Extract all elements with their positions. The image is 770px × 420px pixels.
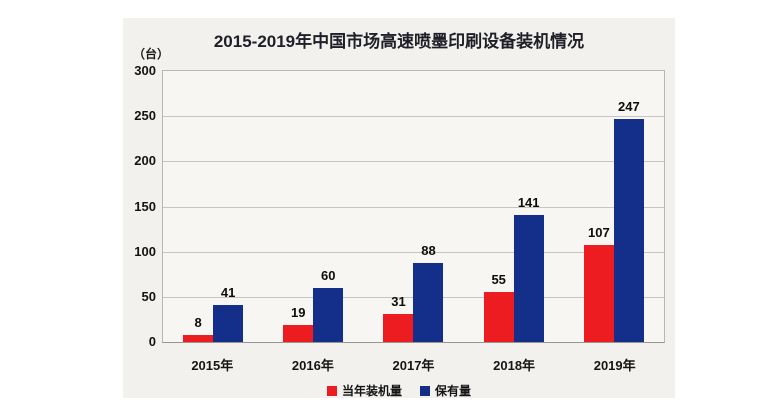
legend-swatch-installed xyxy=(326,385,337,396)
x-category-label-2017年: 2017年 xyxy=(392,358,435,373)
x-category-label-2016年: 2016年 xyxy=(291,358,334,373)
bar-value-label-installed-2019年: 107 xyxy=(588,225,610,241)
bar-installed-2019年 xyxy=(583,245,614,342)
x-category-label-2015年: 2015年 xyxy=(191,358,234,373)
chart-panel: 2015-2019年中国市场高速喷墨印刷设备装机情况 （台） 0 50 100 150… xyxy=(123,18,675,398)
bar-owned-2018年 xyxy=(513,214,544,342)
y-tick-250: 250 xyxy=(134,108,156,124)
y-tick-100: 100 xyxy=(134,243,156,259)
y-tick-50: 50 xyxy=(141,288,156,304)
bar-installed-2015年 xyxy=(183,334,214,342)
bar-value-label-installed-2016年: 19 xyxy=(291,304,306,320)
y-tick-200: 200 xyxy=(134,153,156,169)
legend-label-owned: 保有量 xyxy=(435,384,472,398)
gridline-250 xyxy=(163,116,664,118)
y-tick-300: 300 xyxy=(134,63,156,78)
bar-pair: 55 141 xyxy=(483,71,544,342)
y-axis-unit-label: （台） xyxy=(133,47,170,61)
bar-group-2017年: 31 88 xyxy=(363,71,463,342)
bar-value-label-installed-2015年: 8 xyxy=(194,314,202,330)
bar-value-label-owned-2018年: 141 xyxy=(517,194,540,210)
bar-owned-2016年 xyxy=(313,287,344,342)
x-axis-labels: 2015年 2016年 2017年 2018年 2019年 xyxy=(162,355,665,373)
bar-pair: 107 247 xyxy=(583,71,644,342)
y-tick-0: 0 xyxy=(148,334,156,349)
bar-value-label-installed-2017年: 31 xyxy=(391,294,406,309)
bar-value-label-owned-2017年: 88 xyxy=(421,242,436,258)
bar-installed-2016年 xyxy=(283,324,314,342)
legend-label-installed: 当年装机量 xyxy=(341,384,402,398)
y-tick-150: 150 xyxy=(134,198,156,214)
bar-pair: 19 60 xyxy=(283,71,344,342)
bar-owned-2015年 xyxy=(213,304,244,342)
bar-owned-2017年 xyxy=(413,262,444,342)
x-category-label-2018年: 2018年 xyxy=(493,358,536,373)
bar-pair: 8 41 xyxy=(183,71,244,342)
bar-group-2016年: 19 60 xyxy=(263,71,363,342)
bar-value-label-owned-2019年: 247 xyxy=(618,98,640,114)
legend-item-owned: 保有量 xyxy=(420,382,471,399)
chart-title: 2015-2019年中国市场高速喷墨印刷设备装机情况 xyxy=(213,32,585,51)
bar-group-2019年: 107 247 xyxy=(564,71,664,342)
bar-group-2015年: 8 41 xyxy=(163,71,263,342)
bar-pair: 31 88 xyxy=(383,71,444,342)
bar-value-label-owned-2016年: 60 xyxy=(321,267,336,283)
legend: 当年装机量 保有量 xyxy=(123,382,675,399)
bar-value-label-owned-2015年: 41 xyxy=(220,284,236,300)
bar-installed-2017年 xyxy=(383,314,414,342)
gridline-200 xyxy=(163,161,664,163)
bar-installed-2018年 xyxy=(483,292,514,342)
gridline-150 xyxy=(163,206,664,208)
bar-group-2018年: 55 141 xyxy=(464,71,564,342)
gridline-100 xyxy=(163,251,664,253)
legend-item-installed: 当年装机量 xyxy=(326,382,402,399)
bar-value-label-installed-2018年: 55 xyxy=(491,272,506,288)
x-category-label-2019年: 2019年 xyxy=(593,358,636,373)
plot-area: 0 50 100 150 200 250 300 8 41 19 60 31 88 55 141 107 247 xyxy=(134,63,665,349)
bar-owned-2019年 xyxy=(613,118,644,342)
legend-swatch-owned xyxy=(420,385,430,396)
